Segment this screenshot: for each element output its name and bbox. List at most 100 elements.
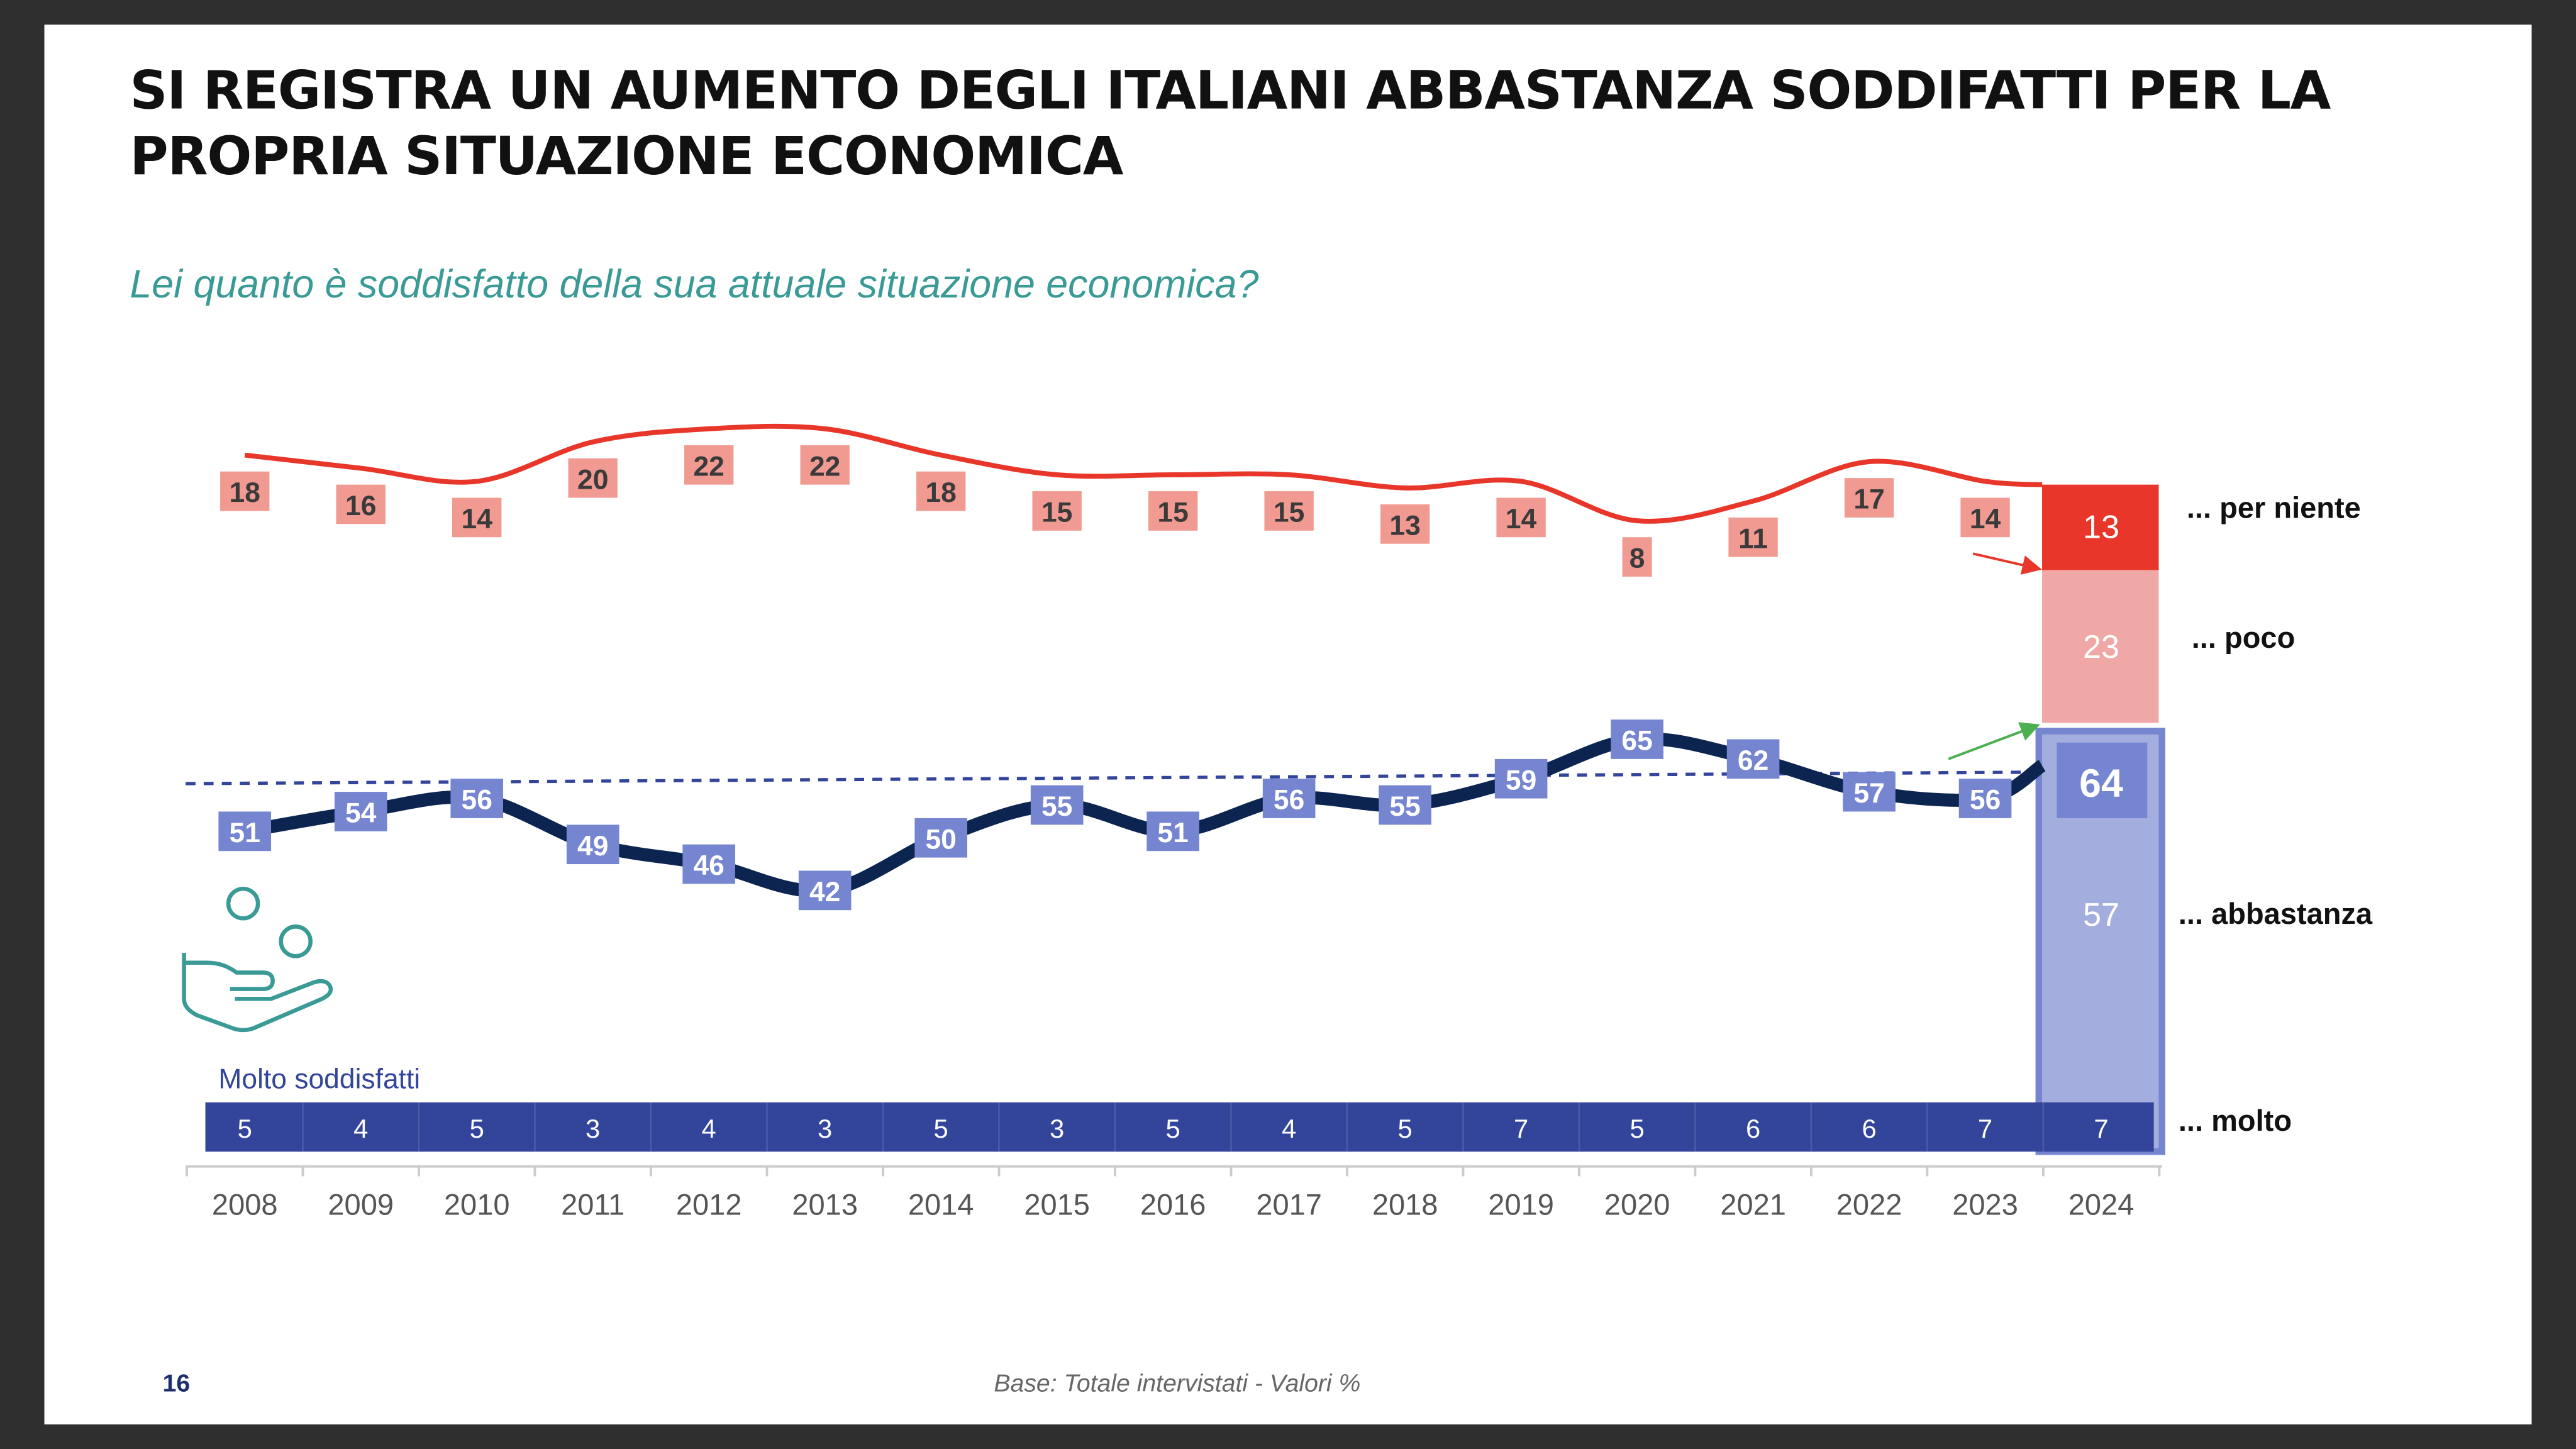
per-niente-label-bg — [1264, 491, 1314, 531]
bar-2024-per-niente-label: 13 — [2083, 509, 2119, 546]
abbastanza-label-bg — [1379, 785, 1431, 825]
abbastanza-data-label: 51 — [1157, 818, 1188, 848]
per-niente-data-label: 13 — [1389, 510, 1420, 541]
page-number: 16 — [162, 1370, 191, 1399]
molto-data-label: 5 — [470, 1114, 484, 1143]
molto-bar — [205, 1102, 2154, 1152]
x-tick-label: 2010 — [444, 1187, 510, 1221]
per-niente-label-bg — [1960, 497, 2010, 538]
molto-data-label: 6 — [1746, 1114, 1760, 1143]
per-niente-label-bg — [1622, 537, 1652, 577]
legend-label-2: ... abbastanza — [2179, 897, 2373, 930]
molto-data-label: 5 — [1166, 1114, 1180, 1143]
x-tick-label: 2019 — [1488, 1187, 1554, 1221]
per-niente-data-label: 18 — [230, 477, 260, 508]
per-niente-label-bg — [452, 497, 502, 538]
per-niente-label-bg — [1844, 478, 1894, 518]
per-niente-label-bg — [800, 445, 850, 485]
x-tick-label: 2017 — [1256, 1187, 1322, 1221]
per-niente-label-bg — [1380, 504, 1430, 544]
abbastanza-label-bg — [798, 870, 852, 911]
question-subtitle: Lei quanto è soddisfatto della sua attua… — [130, 262, 1259, 308]
abbastanza-label-bg — [682, 844, 735, 884]
molto-data-label: 7 — [2094, 1114, 2108, 1143]
molto-data-label: 5 — [1398, 1114, 1413, 1143]
x-tick-label: 2016 — [1140, 1187, 1206, 1221]
legend-label-3: ... molto — [2179, 1104, 2292, 1137]
abbastanza-data-label: 56 — [462, 785, 492, 816]
per-niente-label-bg — [1496, 497, 1546, 538]
per-niente-data-label: 15 — [1274, 497, 1304, 528]
abbastanza-data-label: 65 — [1621, 726, 1652, 757]
base-note: Base: Totale intervistati - Valori % — [994, 1370, 1361, 1399]
molto-data-label: 5 — [934, 1114, 948, 1143]
abbastanza-data-label: 59 — [1506, 765, 1536, 796]
abbastanza-data-label: 54 — [345, 798, 377, 829]
abbastanza-label-bg — [1726, 739, 1780, 779]
bar-2024-abbastanza-label: 57 — [2083, 897, 2119, 933]
abbastanza-label-bg — [1611, 719, 1663, 759]
molto-data-label: 4 — [1282, 1114, 1296, 1143]
molto-data-label: 3 — [1050, 1114, 1064, 1143]
per-niente-label-bg — [1032, 491, 1082, 531]
x-tick-label: 2021 — [1720, 1187, 1786, 1221]
per-niente-label-bg — [220, 471, 270, 511]
abbastanza-data-label: 56 — [1274, 785, 1304, 816]
per-niente-data-label: 14 — [1506, 504, 1537, 535]
per-niente-data-label: 11 — [1738, 523, 1768, 554]
x-tick-label: 2011 — [561, 1187, 625, 1221]
decrease-arrow — [1972, 552, 2042, 575]
per-niente-label-bg — [1148, 491, 1198, 531]
abbastanza-label-bg — [334, 792, 387, 831]
bar-2024-poco-label: 23 — [2083, 629, 2119, 665]
abbastanza-label-bg — [1843, 772, 1896, 812]
per-niente-label-bg — [1728, 517, 1778, 557]
abbastanza-data-label: 42 — [809, 877, 840, 908]
legend-label-0: ... per niente — [2187, 491, 2361, 525]
abbastanza-label-bg — [450, 779, 504, 818]
per-niente-data-label: 22 — [809, 451, 840, 482]
x-tick-label: 2015 — [1024, 1187, 1090, 1221]
per-niente-label-bg — [684, 445, 734, 485]
abbastanza-data-label: 64 — [2079, 762, 2123, 806]
abbastanza-data-label: 50 — [925, 824, 956, 855]
abbastanza-data-label: 55 — [1041, 791, 1072, 822]
molto-data-label: 5 — [1629, 1114, 1644, 1143]
abbastanza-data-label: 51 — [230, 818, 260, 848]
per-niente-data-label: 22 — [693, 451, 724, 482]
molto-data-label: 4 — [702, 1114, 716, 1143]
molto-row-title: Molto soddisfatti — [218, 1064, 420, 1095]
molto-data-label: 4 — [353, 1114, 368, 1143]
per-niente-label-bg — [336, 484, 386, 525]
x-tick-label: 2014 — [908, 1187, 974, 1221]
per-niente-data-label: 15 — [1041, 497, 1072, 528]
x-tick-label: 2012 — [676, 1187, 742, 1221]
x-tick-label: 2022 — [1836, 1187, 1902, 1221]
page-title: SI REGISTRA UN AUMENTO DEGLI ITALIANI AB… — [130, 59, 2331, 187]
abbastanza-data-label: 56 — [1970, 785, 2001, 816]
molto-data-label: 7 — [1978, 1114, 1992, 1143]
x-tick-label: 2013 — [792, 1187, 858, 1221]
abbastanza-label-bg — [914, 818, 967, 858]
per-niente-data-label: 18 — [925, 477, 956, 508]
molto-data-label: 5 — [238, 1114, 252, 1143]
abbastanza-label-bg — [1146, 811, 1199, 852]
legend-label-1: ... poco — [2192, 621, 2296, 654]
abbastanza-data-label: 57 — [1853, 778, 1884, 809]
per-niente-label-bg — [568, 458, 618, 498]
abbastanza-2024-label-bg — [2057, 742, 2148, 818]
per-niente-data-label: 8 — [1629, 543, 1645, 574]
molto-data-label: 6 — [1862, 1114, 1876, 1143]
per-niente-data-label: 15 — [1157, 497, 1188, 528]
abbastanza-label-bg — [1494, 758, 1548, 799]
per-niente-data-label: 14 — [462, 504, 493, 535]
per-niente-data-label: 17 — [1853, 484, 1884, 515]
increase-arrow — [1948, 722, 2040, 760]
x-tick-label: 2018 — [1372, 1187, 1438, 1221]
abbastanza-label-bg — [1262, 779, 1316, 818]
abbastanza-label-bg — [566, 824, 619, 865]
per-niente-data-label: 20 — [577, 464, 608, 495]
x-tick-label: 2008 — [212, 1187, 278, 1221]
